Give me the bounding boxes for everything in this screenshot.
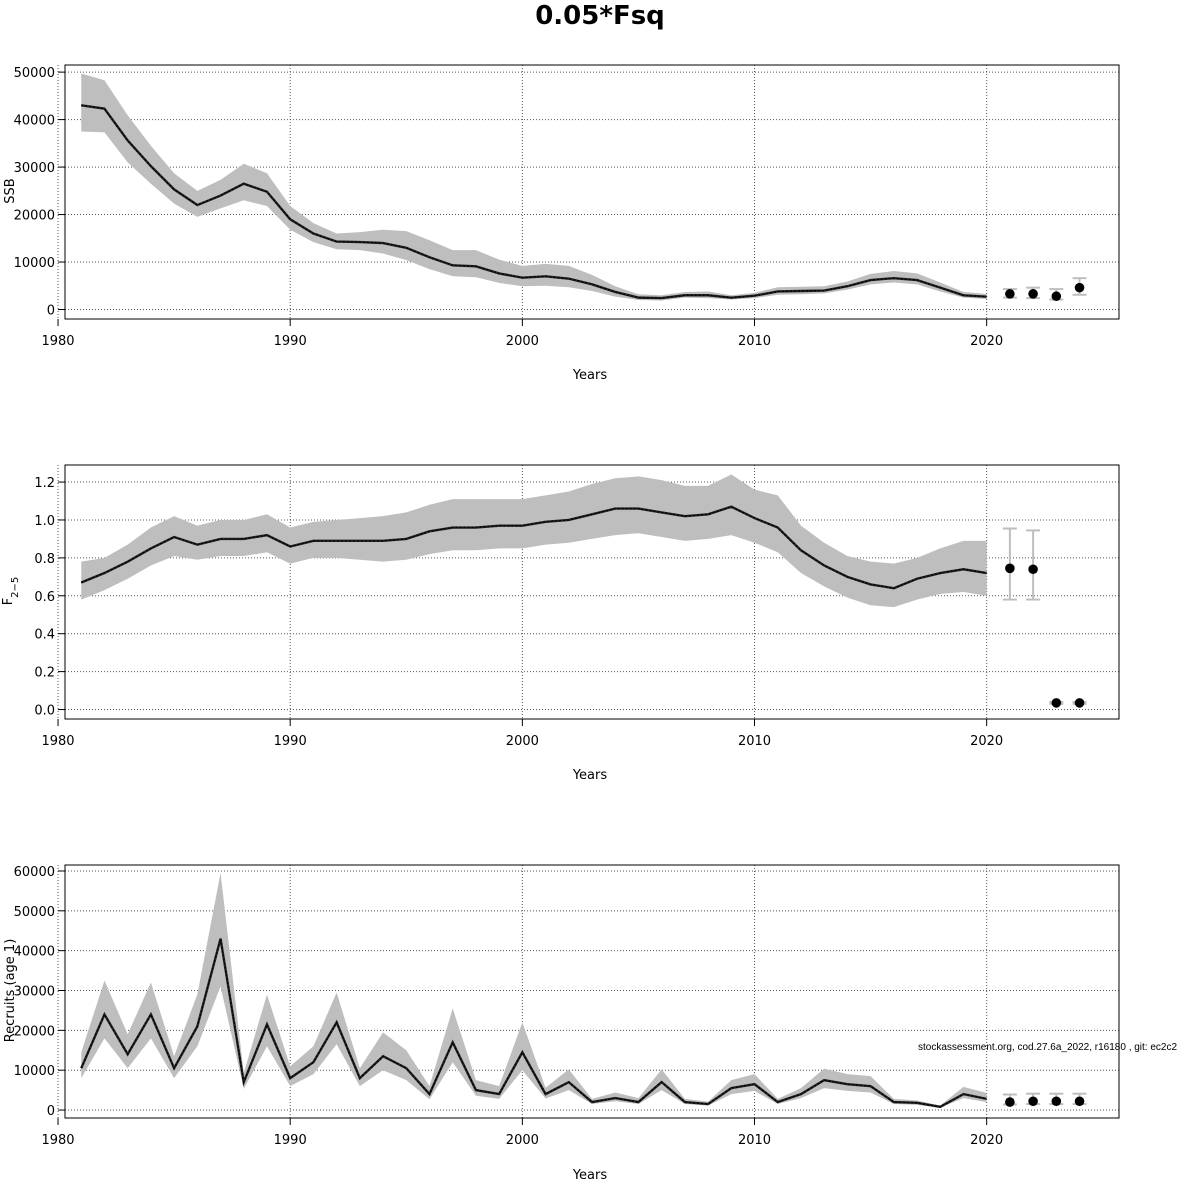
panel-2-projection-point (1051, 698, 1062, 708)
panel-1-x-tick-label: 1980 (41, 334, 74, 349)
panel-1-y-tick-label: 40000 (14, 114, 55, 129)
panel-2-projection-point (1005, 563, 1015, 574)
panel-3-x-tick-label: 1990 (274, 1133, 307, 1148)
panel-1-x-tick-label: 1990 (274, 334, 307, 349)
panel-1-y-tick-label: 10000 (14, 256, 55, 271)
panel-3-x-axis-label: Years (572, 1168, 608, 1183)
panel-1-x-axis-label: Years (572, 368, 608, 383)
panel-1-projection-point (1028, 289, 1038, 299)
panel-2-projection-point (1028, 564, 1038, 575)
panel-3-y-tick-label: 60000 (14, 865, 55, 880)
panel-3-y-tick-label: 50000 (14, 905, 55, 920)
panel-1-projection-point (1005, 289, 1015, 299)
panel-3-y-axis-label: Recruits (age 1) (3, 939, 18, 1043)
panel-1-y-tick-label: 20000 (14, 209, 55, 224)
panel-3-x-tick-label: 2000 (506, 1133, 539, 1148)
panel-3-projection-point (1051, 1096, 1062, 1107)
panel-3-x-tick-label: 2010 (738, 1133, 771, 1148)
panel-3-projection-point (1005, 1097, 1015, 1107)
panel-2-x-tick-label: 2010 (738, 734, 771, 749)
panel-2-confidence-band (81, 474, 987, 608)
panel-2-y-tick-label: 0.6 (34, 590, 55, 605)
panel-1-x-tick-label: 2020 (970, 334, 1003, 349)
panel-3-y-tick-label: 10000 (14, 1064, 55, 1079)
panel-2-x-tick-label: 1990 (274, 734, 307, 749)
panel-3-projection-point (1074, 1096, 1085, 1107)
panel-2-y-axis-label: F2−5 (1, 577, 21, 606)
panel-2-y-tick-label: 0.8 (34, 552, 55, 567)
panel-1-y-tick-label: 50000 (14, 66, 55, 81)
panel-1-y-axis-label: SSB (3, 178, 18, 203)
panel-3-y-tick-label: 20000 (14, 1024, 55, 1039)
panel-2-x-axis-label: Years (572, 768, 608, 783)
panel-2-estimate-line (80, 505, 987, 590)
panel-1-plot-frame (64, 64, 1120, 320)
panel-1-projection-point (1051, 291, 1062, 302)
panel-1-x-tick-label: 2010 (738, 334, 771, 349)
panel-2-y-tick-label: 0.4 (34, 628, 55, 643)
panel-2-y-tick-label: 0.0 (34, 704, 55, 719)
panel-1-estimate-line-dotted (81, 104, 987, 299)
attribution-note: stockassessment.org, cod.27.6a_2022, r16… (918, 1042, 1177, 1053)
panel-3-y-tick-label: 0 (47, 1104, 55, 1119)
panel-3-plot-frame (64, 864, 1120, 1119)
panel-1-confidence-band (81, 73, 987, 301)
panel-2-x-tick-label: 1980 (41, 734, 74, 749)
panel-2-plot-frame (64, 464, 1120, 720)
panel-2-y-tick-label: 0.2 (34, 666, 55, 681)
panel-3-x-tick-label: 1980 (41, 1133, 74, 1148)
panel-3-y-tick-label: 30000 (14, 985, 55, 1000)
panel-1-x-tick-label: 2000 (506, 334, 539, 349)
panel-1-projection-point (1074, 282, 1085, 293)
panel-2-projection-point (1074, 698, 1085, 708)
chart-title: 0.05*Fsq (535, 1, 665, 31)
panel-2-x-tick-label: 2020 (970, 734, 1003, 749)
panel-2-y-tick-label: 1.0 (34, 514, 55, 529)
panel-2-x-tick-label: 2000 (506, 734, 539, 749)
panel-3-y-tick-label: 40000 (14, 945, 55, 960)
panel-3-estimate-line-dotted (80, 938, 987, 1108)
panel-2-y-axis-label-subscript: 2−5 (10, 577, 21, 598)
panel-3-projection-point (1028, 1096, 1038, 1107)
panel-1-y-tick-label: 30000 (14, 161, 55, 176)
panel-3-confidence-band (81, 872, 987, 1108)
panel-2-y-tick-label: 1.2 (34, 476, 55, 491)
panel-3-x-tick-label: 2020 (970, 1133, 1003, 1148)
panel-1-y-tick-label: 0 (47, 304, 55, 319)
